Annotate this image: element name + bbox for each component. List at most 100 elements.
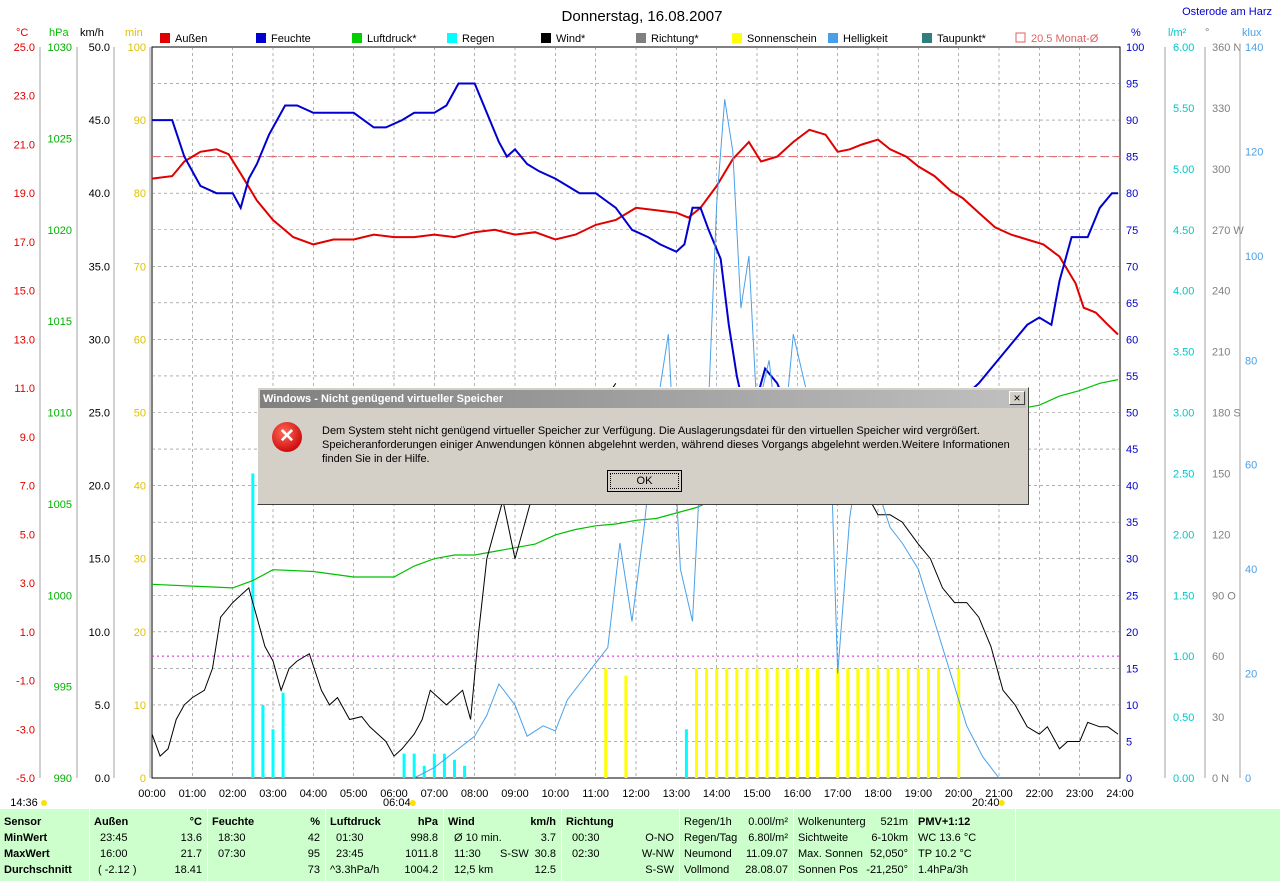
wind-run: 12,5 km: [454, 864, 494, 876]
temp-tick: -3.0: [16, 724, 35, 736]
legend-label: Regen: [462, 33, 494, 45]
regen-1h-value: 0.00l/m²: [748, 816, 788, 828]
luftdruck-max-value: 1011.8: [405, 848, 438, 860]
time-marker-label: 06:04: [383, 797, 411, 809]
temp-tick: 25.0: [14, 42, 35, 54]
feuchte-unit: %: [310, 816, 320, 828]
close-button[interactable]: ×: [1009, 391, 1025, 405]
sun-tick: 100: [128, 42, 146, 54]
humidity-tick: 0: [1126, 773, 1132, 785]
label-sensor: Sensor: [4, 816, 42, 828]
sun-bar: [725, 668, 729, 778]
wolkenunterg-label: Wolkenunterg: [798, 816, 866, 828]
sun-bar: [795, 668, 799, 778]
sun-tick: 40: [134, 481, 146, 493]
rain-tick: 5.50: [1173, 103, 1194, 115]
regen-day-value: 6.80l/m²: [748, 832, 788, 844]
wind-unit: km/h: [530, 816, 556, 828]
vollmond-value: 28.08.07: [745, 864, 788, 876]
feuchte-max-time: 07:30: [218, 848, 246, 860]
x-tick: 04:00: [300, 788, 328, 800]
x-tick: 19:00: [905, 788, 933, 800]
rain-bar: [281, 692, 285, 778]
rain-tick: 2.50: [1173, 468, 1194, 480]
sun-tick: 10: [134, 700, 146, 712]
unit-temp: °C: [16, 27, 28, 39]
sun-bar: [916, 668, 920, 778]
sun-bar: [765, 668, 769, 778]
stats-richtung: Richtung 00:30 O-NO 02:30 W-NW S-SW: [562, 809, 678, 881]
sun-bar: [775, 668, 779, 778]
temp-tick: -5.0: [16, 773, 35, 785]
time-marker-label: 14:36: [10, 797, 38, 809]
sun-bar: [705, 668, 709, 778]
wolkenunterg-value: 521m: [880, 816, 908, 828]
stats-aussen: Außen °C 23:45 13.6 16:00 21.7 ( -2.12 ) 18.…: [90, 809, 206, 881]
ok-button[interactable]: OK: [607, 470, 682, 492]
stats-luftdruck: Luftdruck hPa 01:30 998.8 23:45 1011.8 ^3.3…: [326, 809, 442, 881]
series-außen: [151, 128, 1119, 336]
legend-label: Richtung*: [651, 33, 699, 45]
stats-footer: Sensor MinWert MaxWert Durchschnitt Auße…: [0, 809, 1280, 881]
x-tick: 12:00: [622, 788, 650, 800]
pressure-tick: 1010: [48, 408, 72, 420]
wind-tick: 35.0: [89, 261, 110, 273]
rain-tick: 4.00: [1173, 286, 1194, 298]
sun-bar: [906, 668, 910, 778]
sun-bar: [805, 668, 809, 778]
rain-bar: [412, 753, 416, 778]
aussen-max-time: 16:00: [100, 848, 128, 860]
rain-bar: [271, 729, 275, 778]
legend-swatch: [922, 33, 932, 43]
weather-chart: Donnerstag, 16.08.2007 Osterode am Harz …: [10, 6, 1272, 809]
x-tick: 14:00: [703, 788, 731, 800]
wind-max-value: 30.8: [534, 848, 556, 860]
feuchte-min-time: 18:30: [218, 832, 246, 844]
pressure-tick: 1025: [48, 133, 72, 145]
sun-bar: [856, 668, 860, 778]
direction-tick: 180 S: [1212, 408, 1241, 420]
rain-bar: [463, 765, 467, 778]
legend-swatch: [636, 33, 646, 43]
legend-swatch: [732, 33, 742, 43]
wind-max-dir: S-SW: [500, 848, 529, 860]
unit-wind: km/h: [80, 27, 104, 39]
wind-head: Wind: [448, 816, 475, 828]
sun-bar: [715, 668, 719, 778]
humidity-tick: 60: [1126, 334, 1138, 346]
direction-tick: 210: [1212, 347, 1230, 359]
x-tick: 03:00: [259, 788, 287, 800]
legend-label: Außen: [175, 33, 207, 45]
legend-label: Luftdruck*: [367, 33, 417, 45]
wind-tick: 0.0: [95, 773, 110, 785]
light-tick: 40: [1245, 564, 1257, 576]
sun-tick: 20: [134, 627, 146, 639]
x-tick: 17:00: [824, 788, 852, 800]
dialog-title: Windows - Nicht genügend virtueller Spei…: [260, 390, 1026, 408]
direction-tick: 150: [1212, 468, 1230, 480]
direction-tick: 300: [1212, 164, 1230, 176]
luftdruck-min-value: 998.8: [410, 832, 438, 844]
humidity-tick: 30: [1126, 554, 1138, 566]
humidity-tick: 65: [1126, 298, 1138, 310]
rain-bar: [261, 704, 265, 778]
sun-tick: 30: [134, 554, 146, 566]
temp-tick: 13.0: [14, 334, 35, 346]
legend-label: Taupunkt*: [937, 33, 987, 45]
luftdruck-unit: hPa: [417, 816, 438, 828]
dialog-message: Dem System steht nicht genügend virtuell…: [322, 425, 1010, 465]
light-tick: 20: [1245, 669, 1257, 681]
rain-bar: [684, 729, 688, 778]
x-tick: 06:00: [380, 788, 408, 800]
humidity-tick: 75: [1126, 225, 1138, 237]
sun-tick: 50: [134, 408, 146, 420]
rain-tick: 2.00: [1173, 529, 1194, 541]
legend-swatch: [352, 33, 362, 43]
unit-light: klux: [1242, 27, 1262, 39]
sun-bar: [937, 668, 940, 778]
direction-tick: 60: [1212, 651, 1224, 663]
sun-tick: 70: [134, 261, 146, 273]
x-tick: 07:00: [421, 788, 449, 800]
series-feuchte: [152, 82, 1118, 429]
temp-tick: 9.0: [20, 432, 35, 444]
